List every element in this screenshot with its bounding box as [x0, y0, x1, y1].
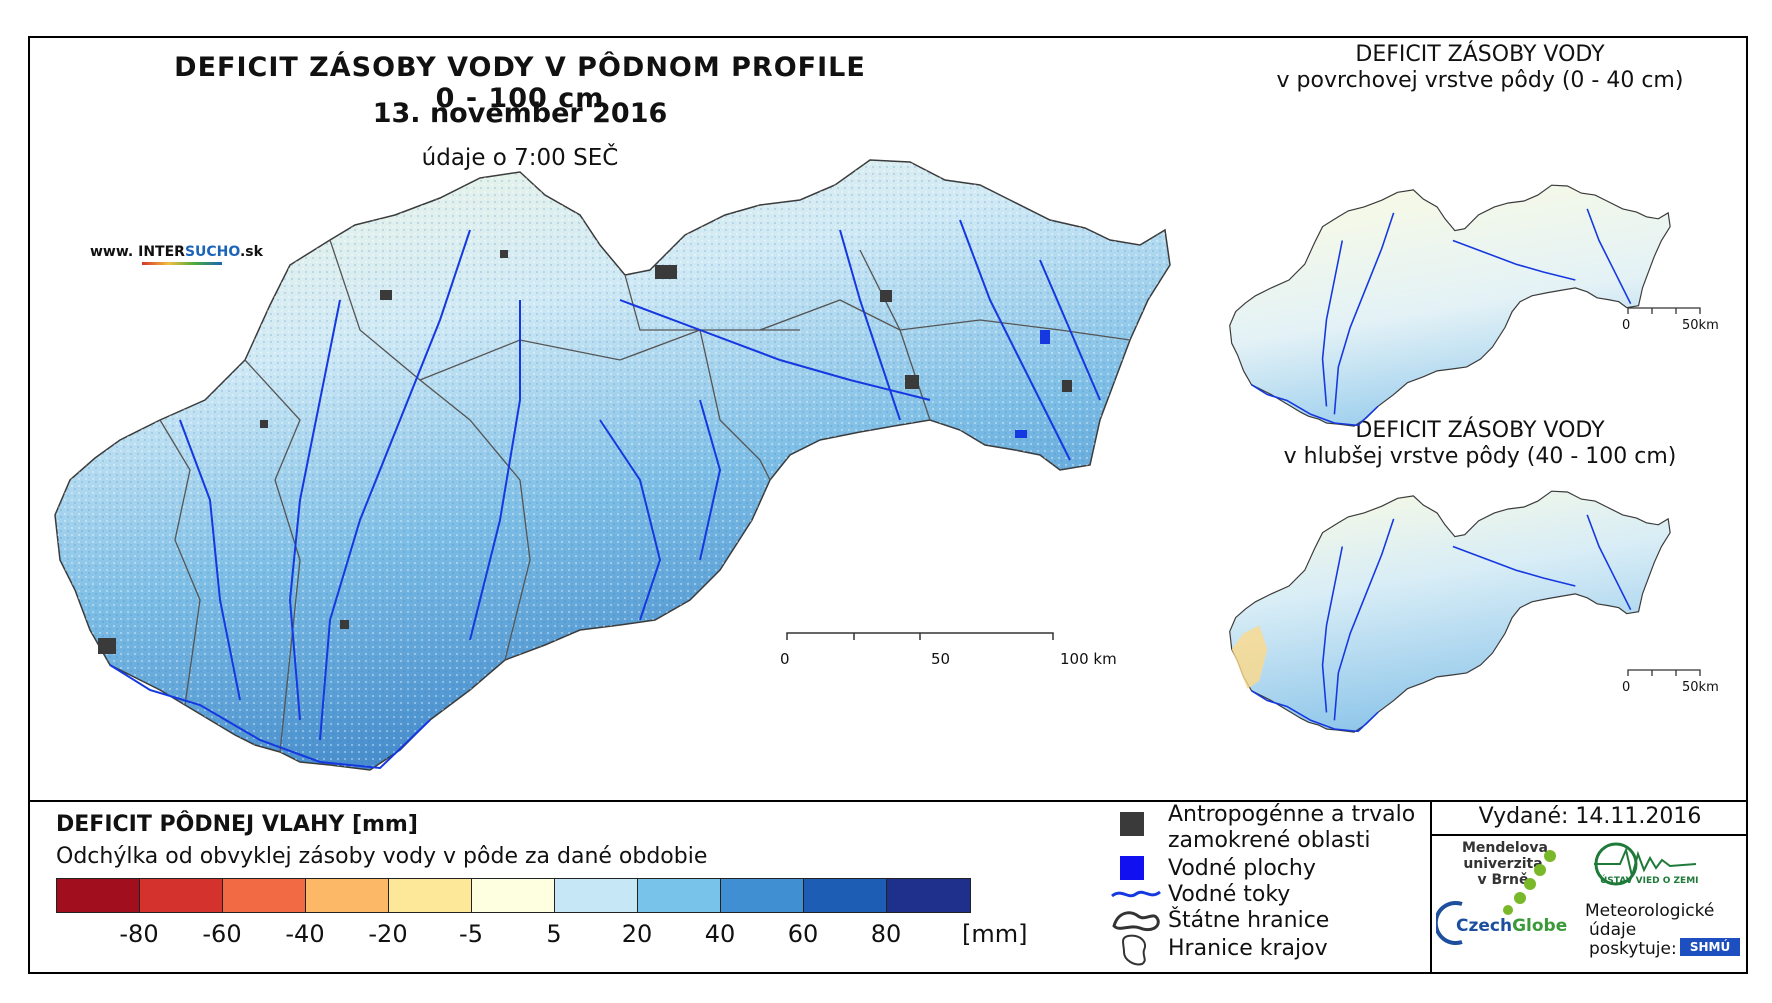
inset-top-title-line2: v povrchovej vrstve pôdy (0 - 40 cm)	[1276, 68, 1684, 93]
color-scale-bar	[56, 878, 971, 913]
mendel-logo-text: Mendelova univerzita v Brně	[1462, 840, 1548, 888]
color-swatch	[555, 879, 638, 912]
main-rivers	[109, 219, 1101, 770]
main-map	[54, 159, 1171, 771]
czechglobe-text-a: Czech	[1456, 916, 1513, 936]
inset-bottom-title-line1: DEFICIT ZÁSOBY VODY	[1355, 418, 1605, 443]
main-region-borders	[159, 239, 1131, 753]
website-prefix: www.	[90, 244, 134, 260]
ustav-logo-text: ÚSTAV VIED O ZEMI	[1600, 876, 1699, 886]
inset-bottom-scale-0: 0	[1622, 680, 1631, 695]
legend-anthropogenic-line1: Antropogénne a trvalo	[1168, 802, 1416, 827]
mendel-logo-dots	[1503, 850, 1556, 915]
legend-water-bodies-label: Vodné plochy	[1168, 856, 1316, 881]
region-border-swatch	[1122, 934, 1146, 966]
river-line-swatch	[1111, 890, 1161, 898]
legend-unit: [mm]	[962, 920, 1028, 948]
color-swatch	[721, 879, 804, 912]
legend-vertical-separator	[1430, 800, 1432, 974]
color-tick-label: 40	[704, 920, 736, 948]
inset-top-scale-50: 50km	[1682, 318, 1719, 333]
map-date: 13. november 2016	[372, 98, 668, 129]
legend-anthropogenic-label: Antropogénne a trvalo zamokrené oblasti	[1168, 802, 1415, 854]
main-title: DEFICIT ZÁSOBY VODY V PÔDNOM PROFILE 0 -…	[174, 52, 866, 114]
color-swatch	[389, 879, 472, 912]
inset-bottom-title: DEFICIT ZÁSOBY VODY v hlubšej vrstve pôd…	[1220, 418, 1740, 470]
inset-top-title-line1: DEFICIT ZÁSOBY VODY	[1355, 42, 1605, 67]
water-body-swatch	[1120, 856, 1144, 880]
color-swatch	[140, 879, 223, 912]
shmu-logo: SHMÚ	[1680, 938, 1740, 956]
color-swatch	[638, 879, 721, 912]
anthropogenic-swatch	[1120, 812, 1144, 836]
color-swatch	[887, 879, 970, 912]
color-swatch	[306, 879, 389, 912]
color-tick-label: -40	[285, 920, 325, 948]
inset-bottom-map	[1229, 490, 1671, 733]
color-tick-label: -60	[202, 920, 242, 948]
inset-bottom-title-line2: v hlubšej vrstve pôdy (40 - 100 cm)	[1283, 444, 1677, 469]
main-scale-label-100: 100 km	[1060, 650, 1117, 668]
color-tick-label: -80	[119, 920, 159, 948]
main-urban-areas	[98, 250, 1072, 654]
legend-state-border-label: Štátne hranice	[1168, 908, 1330, 933]
color-tick-label: 80	[870, 920, 902, 948]
issued-separator	[1430, 834, 1748, 836]
color-tick-label: -5	[459, 920, 483, 948]
main-scale-bar	[786, 632, 1054, 640]
issued-date: Vydané: 14.11.2016	[1478, 804, 1702, 829]
meteo-line3: poskytuje:	[1589, 939, 1677, 959]
map-frame	[28, 36, 1748, 974]
website-brand-b: SUCHO	[184, 244, 240, 260]
legend-anthropogenic-line2: zamokrené oblasti	[1168, 828, 1371, 853]
czechglobe-logo-text: CzechGlobe	[1456, 916, 1567, 936]
inset-top-title: DEFICIT ZÁSOBY VODY v povrchovej vrstve …	[1220, 42, 1740, 94]
inset-top-scale-0: 0	[1622, 318, 1631, 333]
state-border-swatch	[1112, 911, 1160, 932]
mendel-line3: v Brně	[1477, 872, 1529, 888]
color-swatch	[804, 879, 887, 912]
meteo-line2: údaje	[1589, 920, 1637, 940]
color-tick-label: 5	[546, 920, 562, 948]
mendel-line2: univerzita	[1463, 856, 1543, 872]
main-map-texture	[55, 160, 1170, 770]
meteo-credit: Meteorologické údaje poskytuje:	[1585, 902, 1714, 959]
website-underline	[142, 262, 222, 265]
mendel-line1: Mendelova	[1462, 840, 1548, 856]
main-scale-label-50: 50	[931, 650, 951, 668]
legend-region-border-label: Hranice krajov	[1168, 936, 1328, 961]
legend-rivers-label: Vodné toky	[1168, 882, 1291, 907]
inset-top-scale-bar	[1627, 307, 1701, 314]
color-swatch	[57, 879, 140, 912]
legend-subtitle: Odchýlka od obvyklej zásoby vody v pôde …	[56, 844, 708, 869]
color-tick-label: 60	[787, 920, 819, 948]
color-swatch	[223, 879, 306, 912]
color-swatch	[472, 879, 555, 912]
legend-separator	[28, 800, 1748, 802]
inset-top-map	[1229, 184, 1671, 427]
website-brand-a: INTER	[138, 244, 185, 260]
czechglobe-text-b: Globe	[1512, 916, 1568, 936]
meteo-line1: Meteorologické	[1585, 901, 1715, 921]
data-time: údaje o 7:00 SEČ	[421, 145, 619, 171]
color-tick-label: 20	[621, 920, 653, 948]
main-scale-label-0: 0	[780, 650, 790, 668]
inset-bottom-scale-50: 50km	[1682, 680, 1719, 695]
legend-title: DEFICIT PÔDNEJ VLAHY [mm]	[56, 812, 418, 837]
website-suffix: .sk	[239, 244, 263, 260]
czechglobe-logo-arc	[1436, 901, 1463, 945]
color-tick-label: -20	[368, 920, 408, 948]
website-link[interactable]: www. INTERSUCHO.sk	[90, 244, 263, 265]
inset-bottom-scale-bar	[1627, 669, 1701, 676]
ustav-logo-icon	[1594, 842, 1697, 886]
